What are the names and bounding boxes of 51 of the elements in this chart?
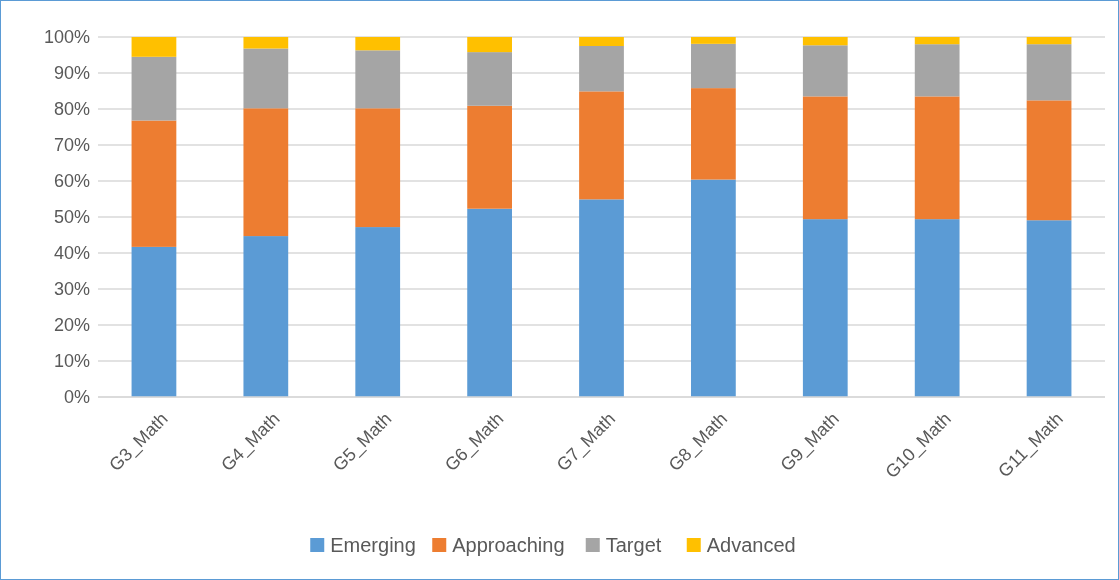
y-tick-label: 10%: [53, 351, 90, 372]
bar: [467, 52, 512, 106]
bar: [691, 43, 736, 89]
bar: [1026, 37, 1072, 45]
bar: [802, 96, 848, 220]
bar: [243, 48, 289, 109]
bar: [579, 37, 624, 46]
bar: [467, 105, 512, 209]
bar: [243, 37, 289, 49]
bar: [802, 45, 848, 97]
bar: [131, 56, 177, 121]
bar: [355, 227, 401, 397]
bar: [579, 91, 624, 200]
y-tick-label: 100%: [43, 27, 90, 48]
legend-label: Emerging: [330, 534, 416, 556]
bar: [914, 44, 960, 97]
bar: [802, 37, 848, 46]
legend-label: Target: [605, 534, 662, 556]
y-tick-label: 0%: [63, 387, 90, 408]
y-tick-label: 80%: [53, 99, 90, 120]
legend-label: Advanced: [706, 534, 796, 556]
bar: [579, 199, 624, 397]
bar: [243, 236, 289, 397]
bar: [579, 46, 624, 92]
bar: [131, 37, 177, 57]
bar: [467, 37, 512, 53]
bar: [691, 37, 736, 44]
bar: [355, 37, 401, 51]
bar: [914, 219, 960, 397]
bar: [914, 37, 960, 45]
y-tick-label: 70%: [53, 135, 90, 156]
legend-label: Approaching: [452, 534, 565, 556]
bar: [1026, 220, 1072, 397]
bar: [131, 246, 177, 397]
bar: [802, 219, 848, 397]
bar: [467, 208, 512, 397]
bar: [914, 96, 960, 220]
bar: [243, 108, 289, 237]
y-tick-label: 40%: [53, 243, 90, 264]
y-tick-label: 20%: [53, 315, 90, 336]
bar: [355, 108, 401, 228]
bar: [131, 120, 177, 247]
y-tick-label: 90%: [53, 63, 90, 84]
bar: [691, 88, 736, 180]
bar: [1026, 44, 1072, 101]
bar: [691, 179, 736, 397]
y-tick-label: 30%: [53, 279, 90, 300]
bar: [1026, 100, 1072, 221]
y-tick-label: 60%: [53, 171, 90, 192]
y-tick-label: 50%: [53, 207, 90, 228]
bar: [355, 50, 401, 109]
